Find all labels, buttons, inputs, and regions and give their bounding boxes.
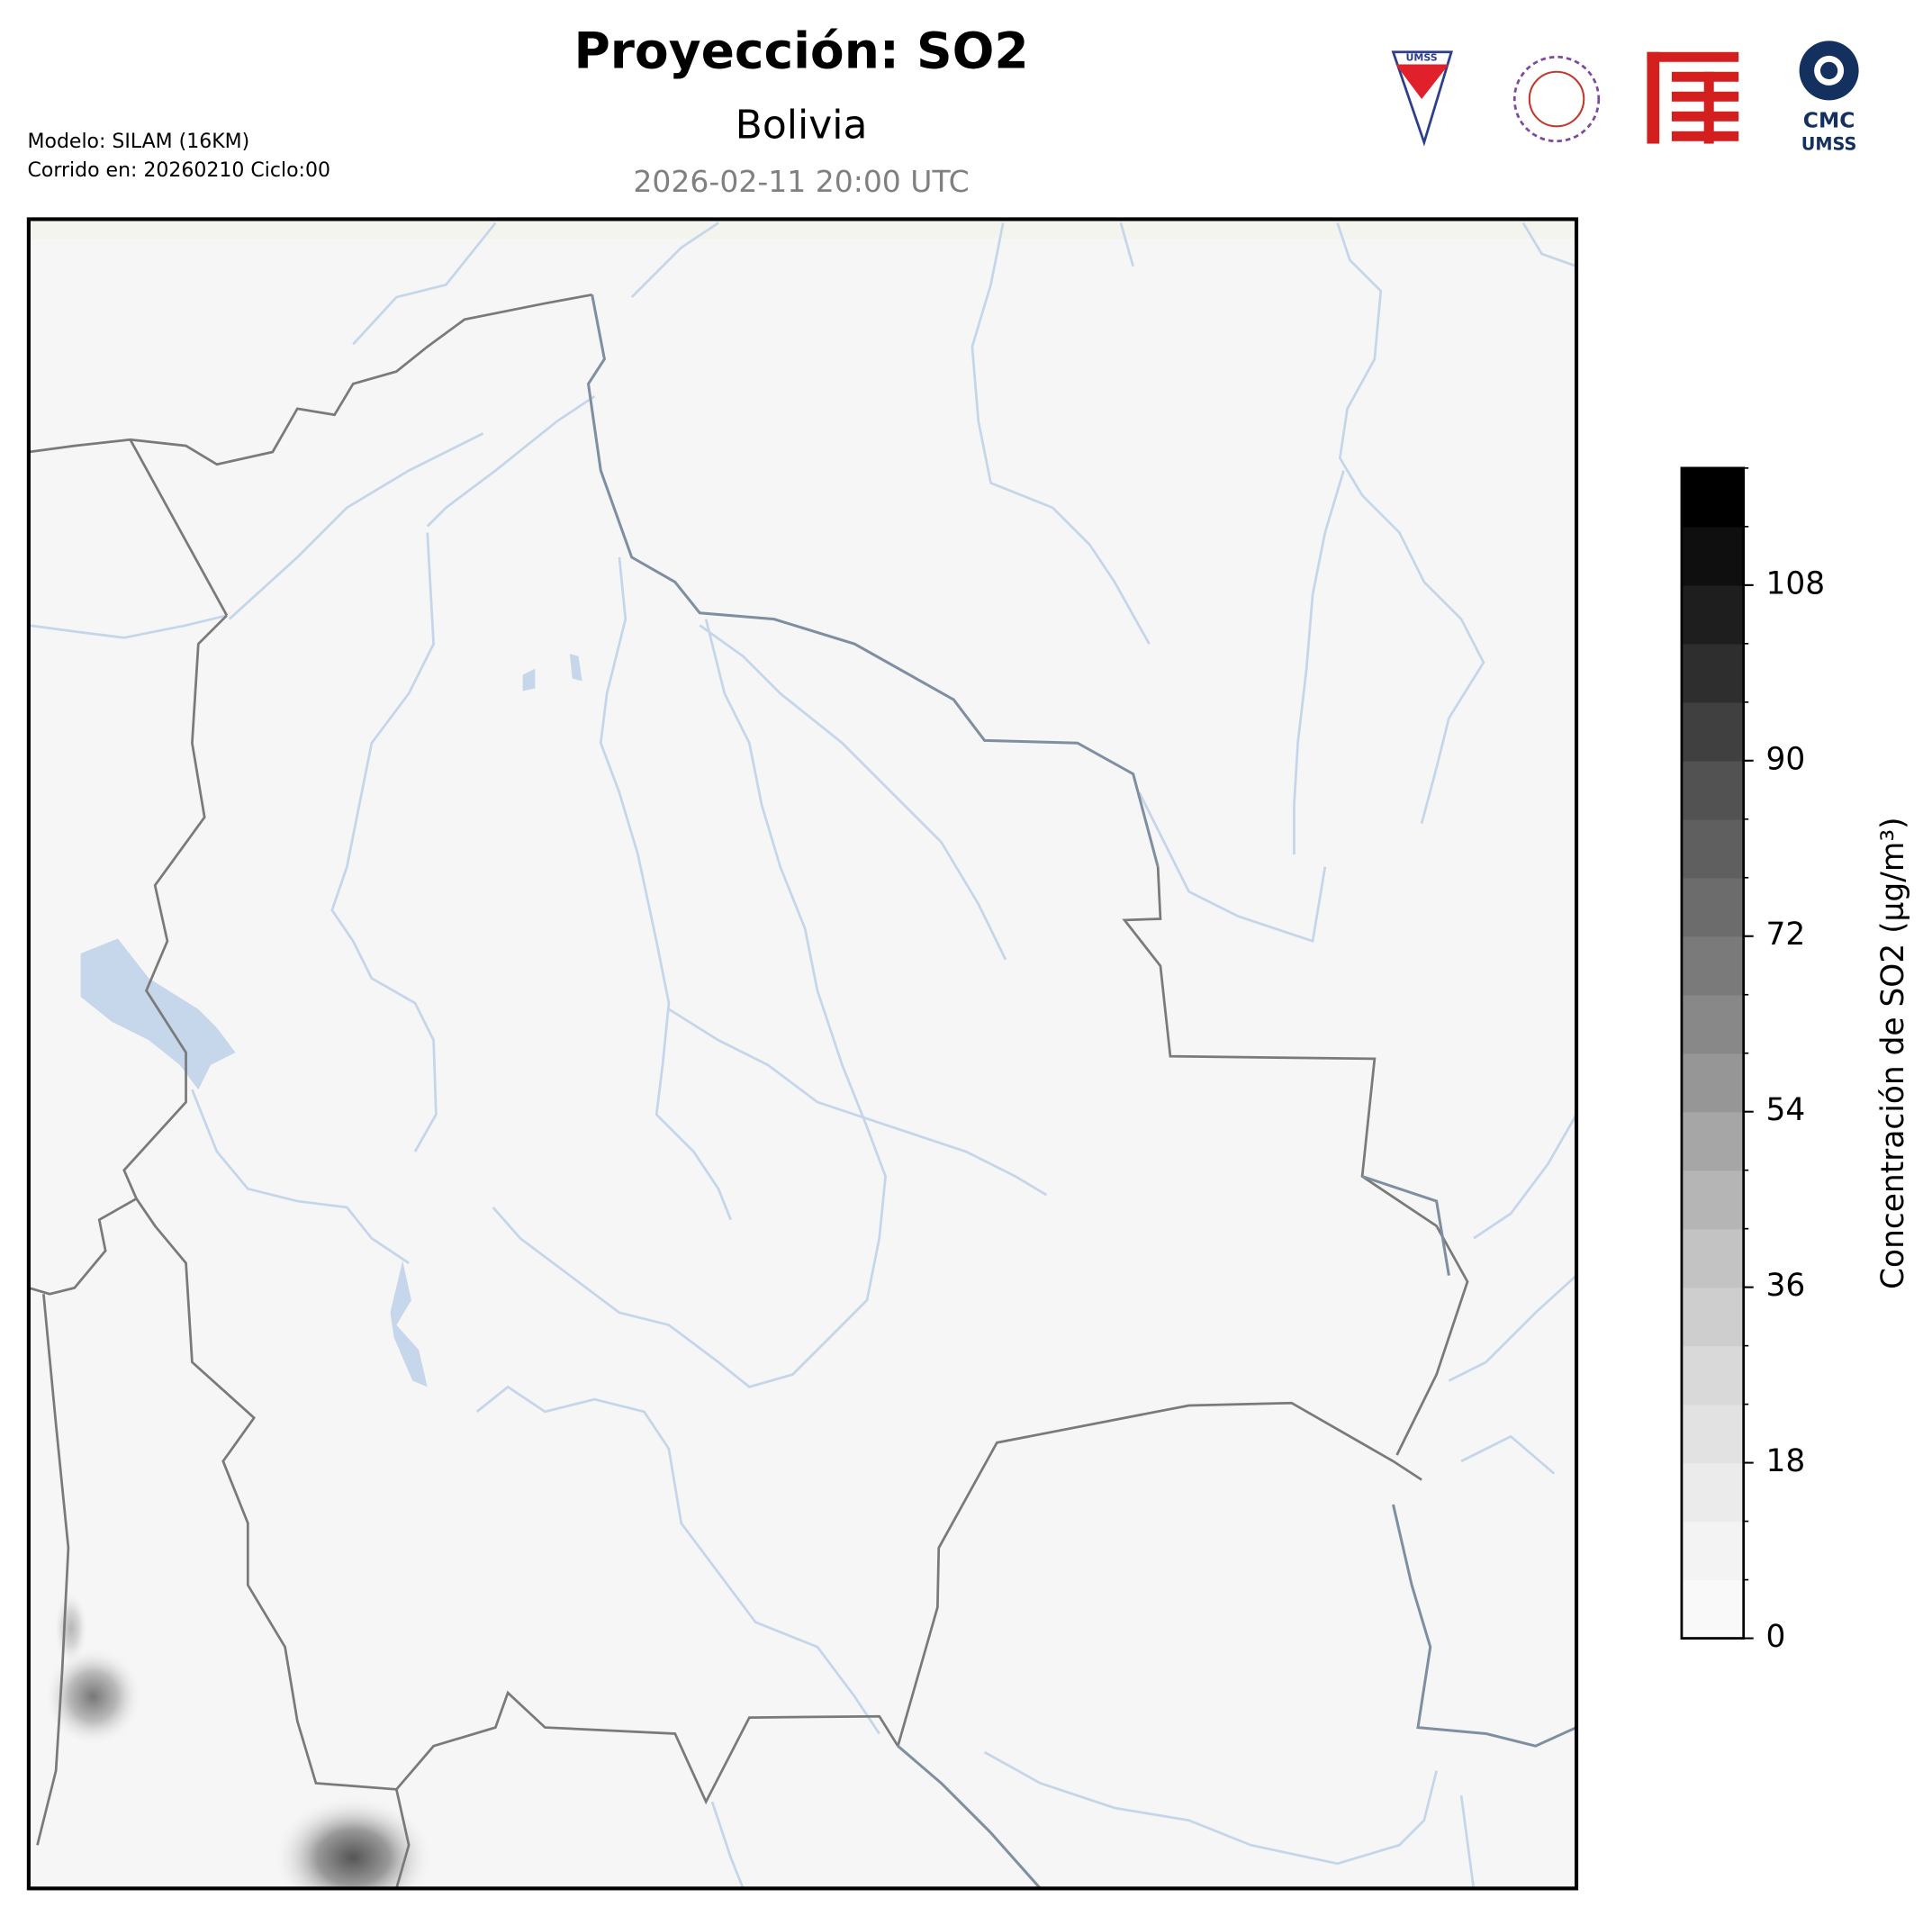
- lake-titicaca: [80, 938, 236, 1090]
- colorbar-band: [1681, 994, 1744, 1054]
- lake-poopo: [390, 1261, 428, 1387]
- colorbar-frame: [1680, 466, 1746, 1640]
- cmc-logo-core: [1819, 61, 1838, 80]
- colorbar-band: [1681, 1521, 1744, 1581]
- colorbar: 0 18 36 54 72 90 108 Concentración de SO2 (µg/m…: [1680, 466, 1911, 1655]
- colorbar-tick-label: 36: [1765, 1268, 1805, 1304]
- colorbar-band: [1681, 467, 1744, 528]
- colorbar-band: [1681, 818, 1744, 879]
- colorbar-tick-label: 54: [1765, 1092, 1805, 1128]
- colorbar-band: [1681, 701, 1744, 762]
- colorbar-label: Concentración de SO2 (µg/m³): [1875, 817, 1911, 1288]
- map-background: [28, 219, 1577, 1889]
- cmc-logo-subtext: UMSS: [1801, 133, 1857, 154]
- colorbar-band: [1681, 643, 1744, 703]
- colorbar-band: [1681, 1404, 1744, 1464]
- colorbar-band: [1681, 584, 1744, 645]
- so2-plume: [272, 1795, 434, 1889]
- lake: [522, 654, 582, 691]
- physics-logo-inner: [1528, 70, 1585, 128]
- colorbar-band: [1681, 1053, 1744, 1113]
- logos: UMSS CMC UMSS: [1391, 41, 1859, 154]
- colorbar-band: [1681, 760, 1744, 820]
- colorbar-tick-label: 72: [1765, 917, 1805, 953]
- colorbar-band: [1681, 935, 1744, 996]
- colorbar-band: [1681, 1170, 1744, 1230]
- model-info: Modelo: SILAM (16KM): [28, 131, 250, 153]
- colorbar-band: [1681, 1287, 1744, 1347]
- run-info: Corrido en: 20260210 Ciclo:00: [28, 159, 330, 182]
- so2-plume: [53, 1591, 88, 1666]
- map-frame: [26, 217, 1579, 1891]
- colorbar-tick-label: 90: [1765, 741, 1805, 777]
- rivers: [28, 221, 1577, 1889]
- umss-logo-red: [1395, 64, 1449, 100]
- colorbar-tick-label: 108: [1765, 565, 1825, 601]
- borders: [28, 293, 1577, 1889]
- so2-plume: [43, 1647, 143, 1747]
- umss-logo-text: UMSS: [1406, 52, 1438, 64]
- colorbar-band: [1681, 1462, 1744, 1523]
- physics-logo: [1512, 55, 1601, 143]
- cmc-logo-text: CMC: [1803, 107, 1855, 132]
- colorbar-band: [1681, 877, 1744, 937]
- colorbar-tick-label: 18: [1765, 1443, 1805, 1479]
- title: Proyección: SO2: [574, 23, 1029, 80]
- colorbar-band: [1681, 1111, 1744, 1171]
- colorbar-tick-label: 0: [1765, 1619, 1785, 1655]
- map: [26, 217, 1579, 1891]
- subtitle: Bolivia: [736, 103, 868, 149]
- colorbar-band: [1681, 1228, 1744, 1288]
- colorbar-band: [1681, 1579, 1744, 1640]
- map-top-band: [28, 219, 1577, 240]
- colorbar-band: [1681, 1345, 1744, 1405]
- red-logo: [1647, 51, 1739, 144]
- colorbar-band: [1681, 526, 1744, 586]
- datetime: 2026-02-11 20:00 UTC: [633, 164, 969, 199]
